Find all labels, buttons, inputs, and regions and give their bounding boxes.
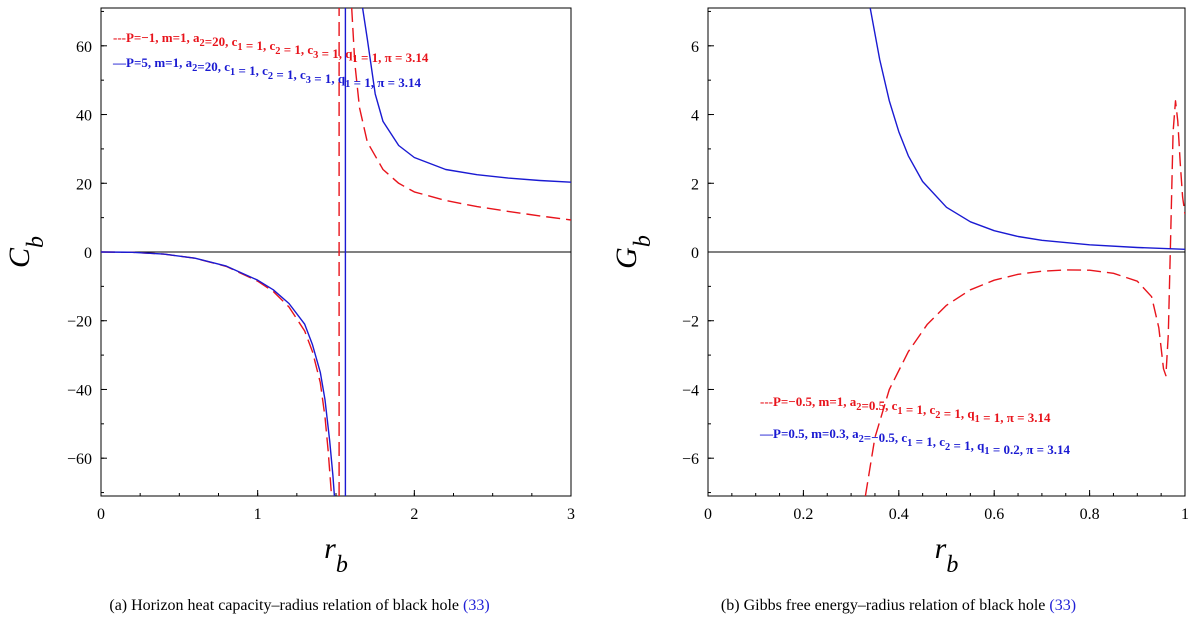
caption-a-text: (a) Horizon heat capacity–radius relatio… xyxy=(109,597,459,614)
series-1-curve-0 xyxy=(101,251,336,496)
x-tick-label: 0 xyxy=(97,506,105,523)
figure-b: 0 0.2 0.4 0.6 0.8 1 −6 −4 −2 0 2 4 6 rb Gb ---P=−0.5, m… xyxy=(599,0,1198,631)
y-axis-label: Cb xyxy=(3,236,49,268)
legend-entry-0: ---P=−0.5, m=1, a2=0.5, c1 = 1, c2 = 1, … xyxy=(760,394,1051,425)
y-tick-label: −4 xyxy=(682,382,699,399)
legend-entry-1: —P=0.5, m=0.3, a2=−0.5, c1 = 1, c2 = 1, … xyxy=(759,426,1071,457)
series-0-curve-0 xyxy=(101,251,332,493)
y-tick-label: 0 xyxy=(691,245,699,262)
legend-entry-1: —P=5, m=1, a2=20, c1 = 1, c2 = 1, c3 = 1… xyxy=(112,55,422,90)
series-0-curve-0 xyxy=(864,100,1185,496)
x-axis-label: rb xyxy=(935,532,959,578)
x-tick-label: 0.8 xyxy=(1080,506,1100,523)
y-tick-label: −20 xyxy=(67,314,92,331)
y-tick-label: 60 xyxy=(76,39,92,56)
y-tick-label: −40 xyxy=(67,382,92,399)
y-tick-label: 40 xyxy=(76,108,92,125)
series-0-curve-2 xyxy=(351,8,571,221)
y-tick-label: 2 xyxy=(691,176,699,193)
x-tick-label: 2 xyxy=(410,506,418,523)
y-tick-label: −6 xyxy=(682,451,699,468)
x-tick-label: 3 xyxy=(567,506,575,523)
series-1-curve-0 xyxy=(869,8,1185,250)
y-tick-label: 4 xyxy=(691,108,699,125)
chart-gibbs-free-energy: 0 0.2 0.4 0.6 0.8 1 −6 −4 −2 0 2 4 6 rb Gb ---P=−0.5, m… xyxy=(610,7,1189,578)
figure-a: 0 1 2 3 −60 −40 −20 0 20 40 60 rb Cb ---P=−1, m=1, a2… xyxy=(0,7,599,615)
series-1-curve-2 xyxy=(361,8,571,183)
y-tick-label: 6 xyxy=(691,39,699,56)
x-tick-label: 1 xyxy=(254,506,262,523)
x-tick-label: 0.4 xyxy=(889,506,909,523)
caption-b-text: (b) Gibbs free energy–radius relation of… xyxy=(720,597,1046,614)
x-tick-label: 0 xyxy=(704,506,712,523)
x-tick-label: 1 xyxy=(1181,506,1189,523)
y-tick-label: −60 xyxy=(67,451,92,468)
legend-entry-0: ---P=−1, m=1, a2=20, c1 = 1, c2 = 1, c3 … xyxy=(113,30,429,65)
caption-b-reference-link[interactable]: (33) xyxy=(1049,597,1077,614)
caption-a: (a) Horizon heat capacity–radius relatio… xyxy=(0,597,599,615)
y-tick-label: 0 xyxy=(84,245,92,262)
y-tick-label: 20 xyxy=(76,176,92,193)
chart-heat-capacity: 0 1 2 3 −60 −40 −20 0 20 40 60 rb Cb ---P=−1, m=1, a2… xyxy=(3,7,575,578)
x-tick-label: 0.6 xyxy=(984,506,1004,523)
x-tick-label: 0.2 xyxy=(793,506,813,523)
y-axis-label: Gb xyxy=(610,235,656,269)
caption-a-reference-link[interactable]: (33) xyxy=(462,597,490,614)
y-tick-label: −2 xyxy=(682,314,699,331)
caption-b: (b) Gibbs free energy–radius relation of… xyxy=(599,597,1198,615)
x-axis-label: rb xyxy=(324,532,348,578)
